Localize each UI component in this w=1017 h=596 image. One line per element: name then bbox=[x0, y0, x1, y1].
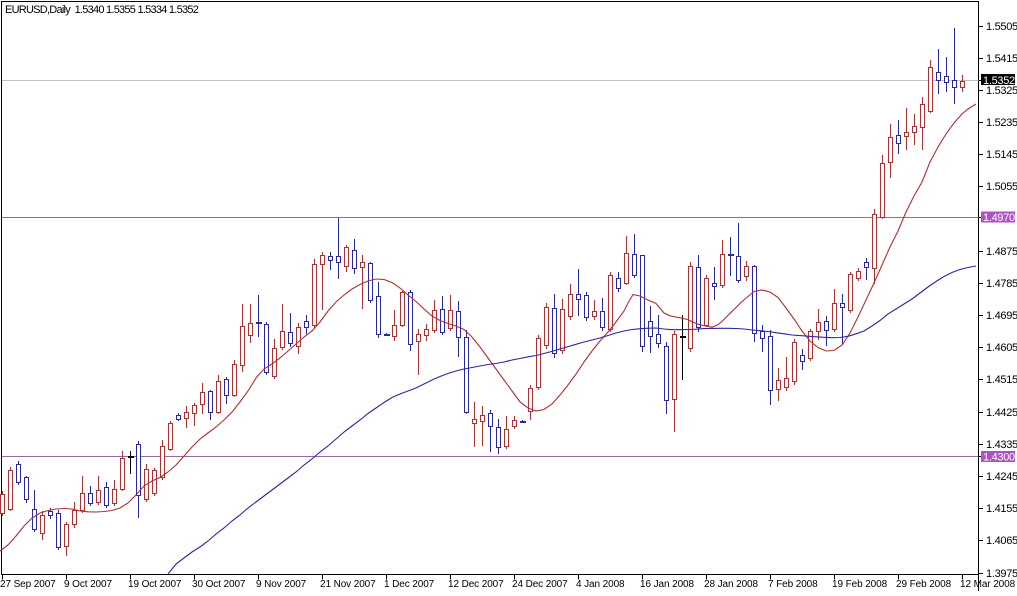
svg-text:21 Nov 2007: 21 Nov 2007 bbox=[320, 579, 376, 590]
svg-text:1.3975: 1.3975 bbox=[986, 568, 1017, 580]
svg-text:1.4155: 1.4155 bbox=[986, 503, 1017, 515]
svg-text:1.5055: 1.5055 bbox=[986, 181, 1017, 193]
svg-text:19 Feb 2008: 19 Feb 2008 bbox=[832, 579, 888, 590]
svg-text:12 Mar 2008: 12 Mar 2008 bbox=[960, 579, 1016, 590]
svg-text:1.4605: 1.4605 bbox=[986, 342, 1017, 354]
svg-text:1.5235: 1.5235 bbox=[986, 117, 1017, 129]
svg-text:1 Dec 2007: 1 Dec 2007 bbox=[384, 579, 435, 590]
svg-text:1.4695: 1.4695 bbox=[986, 310, 1017, 322]
svg-text:1.4515: 1.4515 bbox=[986, 374, 1017, 386]
svg-text:1.4425: 1.4425 bbox=[986, 407, 1017, 419]
svg-text:1.4245: 1.4245 bbox=[986, 471, 1017, 483]
svg-text:1.4335: 1.4335 bbox=[986, 439, 1017, 451]
svg-text:30 Oct 2007: 30 Oct 2007 bbox=[192, 579, 246, 590]
svg-text:4 Jan 2008: 4 Jan 2008 bbox=[576, 579, 625, 590]
svg-text:1.5415: 1.5415 bbox=[986, 53, 1017, 65]
svg-text:9 Nov 2007: 9 Nov 2007 bbox=[256, 579, 307, 590]
svg-text:29 Feb 2008: 29 Feb 2008 bbox=[896, 579, 952, 590]
svg-text:1.4785: 1.4785 bbox=[986, 278, 1017, 290]
svg-text:12 Dec 2007: 12 Dec 2007 bbox=[448, 579, 504, 590]
svg-text:1.4065: 1.4065 bbox=[986, 535, 1017, 547]
svg-text:24 Dec 2007: 24 Dec 2007 bbox=[512, 579, 568, 590]
svg-text:1.5352: 1.5352 bbox=[983, 75, 1015, 87]
svg-text:19 Oct 2007: 19 Oct 2007 bbox=[128, 579, 182, 590]
svg-text:1.5505: 1.5505 bbox=[986, 21, 1017, 33]
svg-text:EURUSD,Daily 1.5340 1.5355 1.: EURUSD,Daily 1.5340 1.5355 1.5334 1.5352 bbox=[5, 4, 199, 16]
svg-text:1.5145: 1.5145 bbox=[986, 149, 1017, 161]
svg-text:28 Jan 2008: 28 Jan 2008 bbox=[704, 579, 758, 590]
svg-text:1.5325: 1.5325 bbox=[986, 85, 1017, 97]
svg-text:1.4300: 1.4300 bbox=[983, 452, 1015, 464]
svg-text:7 Feb 2008: 7 Feb 2008 bbox=[768, 579, 818, 590]
svg-text:1.4875: 1.4875 bbox=[986, 246, 1017, 258]
svg-text:1.4970: 1.4970 bbox=[983, 212, 1015, 224]
svg-text:9 Oct 2007: 9 Oct 2007 bbox=[64, 579, 112, 590]
svg-text:16 Jan 2008: 16 Jan 2008 bbox=[640, 579, 694, 590]
svg-text:27 Sep 2007: 27 Sep 2007 bbox=[0, 579, 56, 590]
